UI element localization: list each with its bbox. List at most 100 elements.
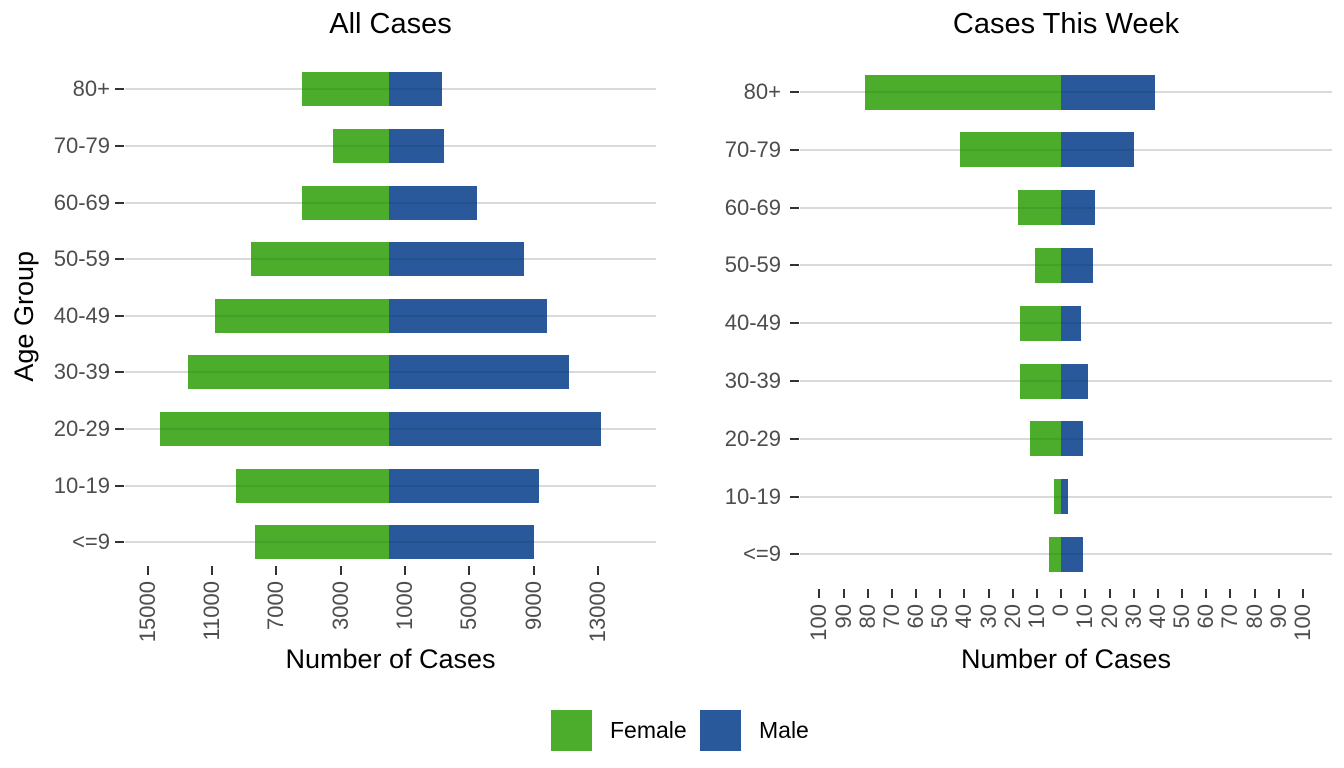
bar-stripe [215,314,389,317]
x-tick-label-cases-this-week-60: 60 [1193,604,1219,629]
x-tick-cases-this-week-0 [1060,589,1063,598]
bar-stripe [1061,553,1083,556]
x-axis-title-left: Number of Cases [285,644,496,674]
bar-stripe [1061,148,1134,151]
panel-title-all-cases: All Cases [329,8,452,40]
bar-stripe [1049,553,1062,556]
bar-stripe [388,88,442,91]
y-tick-cases-this-week-50-59 [790,264,799,267]
y-tick-label-all-cases-70-79: 70-79 [53,132,110,158]
x-tick-cases-this-week-60 [1205,589,1208,598]
bar-stripe [160,428,389,431]
x-tick-all-cases-11000 [210,566,213,575]
x-tick-cases-this-week-40 [963,589,966,598]
x-tick-label-cases-this-week-70: 70 [1217,604,1243,629]
bar-all-cases-20-29-female [160,412,389,447]
bar-cases-this-week-<=9-male [1061,536,1083,572]
x-tick-cases-this-week-60 [915,589,918,598]
y-tick-all-cases-40-49 [115,314,124,317]
y-tick-all-cases-30-39 [115,371,124,374]
bar-stripe [1020,322,1062,325]
x-axis-title-right: Number of Cases [960,644,1172,674]
x-tick-label-cases-this-week-0: 0 [1048,604,1074,617]
bar-all-cases-10-19-male [388,468,539,503]
bar-all-cases-30-39-male [388,355,570,390]
x-tick-cases-this-week-80 [866,589,869,598]
bar-cases-this-week-<=9-female [1049,536,1062,572]
y-tick-label-cases-this-week-50-59: 50-59 [724,252,781,278]
bar-all-cases-30-39-female [187,355,389,390]
y-tick-label-cases-this-week-40-49: 40-49 [724,310,781,336]
bar-cases-this-week-30-39-male [1061,363,1088,399]
x-tick-cases-this-week-10 [1035,589,1038,598]
bar-stripe [388,144,444,147]
bar-stripe [250,258,389,261]
bar-stripe [1034,264,1062,267]
x-tick-all-cases-15000 [146,566,149,575]
bar-all-cases-<=9-male [388,525,534,560]
bar-cases-this-week-20-29-male [1061,421,1083,457]
bar-all-cases-10-19-female [236,468,389,503]
x-tick-all-cases-1000 [403,566,406,575]
y-tick-all-cases-20-29 [115,428,124,431]
bar-stripe [1061,322,1081,325]
x-tick-label-cases-this-week-20: 20 [999,604,1025,629]
x-tick-cases-this-week-50 [1181,589,1184,598]
y-tick-label-cases-this-week-20-29: 20-29 [724,425,781,451]
x-tick-cases-this-week-10 [1084,589,1087,598]
bar-cases-this-week-40-49-male [1061,305,1081,341]
y-tick-cases-this-week-70-79 [790,148,799,151]
y-tick-label-cases-this-week-<=9: <=9 [743,541,781,567]
legend-label-male: Male [759,717,809,743]
y-tick-label-all-cases-<=9: <=9 [72,529,110,555]
bar-stripe [302,88,389,91]
bar-all-cases-50-59-male [388,242,525,277]
bar-cases-this-week-20-29-female [1029,421,1062,457]
x-tick-all-cases-3000 [339,566,342,575]
bar-all-cases-70-79-male [388,128,444,163]
x-tick-all-cases-9000 [532,566,535,575]
x-tick-cases-this-week-20 [1011,589,1014,598]
bar-stripe [1020,380,1062,382]
y-tick-cases-this-week-80+ [790,91,799,94]
x-tick-cases-this-week-40 [1156,589,1159,598]
bar-stripe [388,484,539,487]
bar-stripe [388,201,478,204]
x-tick-label-cases-this-week-30: 30 [1120,604,1146,629]
bar-cases-this-week-50-59-female [1034,247,1062,283]
legend-swatch-male [700,710,741,751]
y-tick-cases-this-week-40-49 [790,322,799,325]
legend-label-female: Female [610,717,687,743]
y-tick-all-cases-<=9 [115,541,124,544]
x-tick-cases-this-week-70 [1229,589,1232,598]
y-axis-title: Age Group [9,251,39,382]
legend: Female Male [0,710,1344,751]
y-tick-label-cases-this-week-70-79: 70-79 [724,136,781,162]
bar-cases-this-week-80+-female [865,74,1062,110]
x-tick-label-cases-this-week-40: 40 [1144,604,1170,629]
y-tick-cases-this-week-<=9 [790,553,799,556]
y-tick-label-cases-this-week-60-69: 60-69 [724,194,781,220]
y-tick-cases-this-week-30-39 [790,380,799,382]
x-tick-label-cases-this-week-50: 50 [927,604,953,629]
bar-all-cases-70-79-female [332,128,389,163]
bar-stripe [388,258,525,261]
panel-title-cases-this-week: Cases This Week [952,8,1180,40]
x-tick-label-cases-this-week-10: 10 [1023,604,1049,629]
x-tick-label-cases-this-week-90: 90 [1265,604,1291,629]
x-tick-cases-this-week-100 [1301,589,1304,598]
x-tick-cases-this-week-70 [890,589,893,598]
bar-cases-this-week-60-69-female [1017,190,1062,226]
x-tick-cases-this-week-30 [1132,589,1135,598]
x-tick-label-cases-this-week-60: 60 [903,604,929,629]
y-tick-all-cases-70-79 [115,144,124,147]
x-tick-cases-this-week-50 [939,589,942,598]
y-tick-all-cases-10-19 [115,484,124,487]
x-tick-label-cases-this-week-70: 70 [878,604,904,629]
bar-all-cases-80+-male [388,72,442,107]
x-tick-cases-this-week-20 [1108,589,1111,598]
x-tick-all-cases-13000 [597,566,600,575]
